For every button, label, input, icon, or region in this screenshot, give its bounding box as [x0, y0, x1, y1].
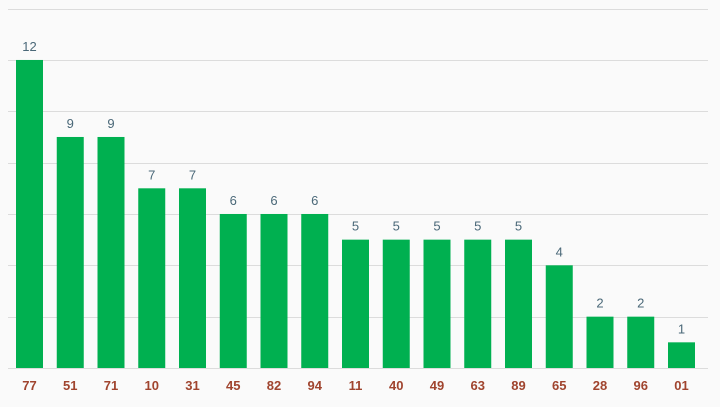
bar-65: [545, 265, 573, 368]
category-label-11: 11: [349, 378, 363, 393]
value-label-96: 2: [637, 296, 644, 311]
category-label-71: 71: [104, 378, 118, 393]
bar-01: [668, 342, 695, 368]
value-label-65: 4: [556, 244, 563, 259]
category-label-96: 96: [634, 378, 648, 393]
bar-31: [179, 188, 206, 368]
value-label-28: 2: [596, 296, 603, 311]
category-label-28: 28: [593, 378, 607, 393]
value-label-63: 5: [474, 219, 481, 234]
category-label-10: 10: [145, 378, 159, 393]
category-label-89: 89: [511, 378, 525, 393]
value-label-01: 1: [678, 321, 685, 336]
category-label-51: 51: [63, 378, 77, 393]
value-label-71: 9: [107, 116, 114, 131]
bar-10: [138, 188, 166, 368]
category-label-31: 31: [185, 378, 199, 393]
bar-49: [423, 239, 451, 368]
value-label-31: 7: [189, 167, 196, 182]
category-label-01: 01: [674, 378, 688, 393]
value-label-40: 5: [393, 219, 400, 234]
category-label-45: 45: [226, 378, 240, 393]
value-label-49: 5: [433, 219, 440, 234]
category-label-layer: 77 51 71 10 31 45 82 94 11 40 49 63 89 65 28 96 01: [22, 378, 688, 393]
value-label-11: 5: [352, 219, 359, 234]
value-label-77: 12: [22, 39, 36, 54]
bar-77: [16, 59, 43, 369]
category-label-49: 49: [430, 378, 444, 393]
value-label-10: 7: [148, 167, 155, 182]
value-label-layer: 12 9 9 7 7 6 6 6 5 5 5 5 5 4 2 2 1: [22, 39, 685, 336]
bar-28: [586, 316, 614, 368]
value-label-89: 5: [515, 219, 522, 234]
bar-71: [97, 136, 125, 368]
bar-45: [219, 213, 247, 368]
value-label-45: 6: [230, 193, 237, 208]
category-label-94: 94: [308, 378, 323, 393]
value-label-94: 6: [311, 193, 318, 208]
bar-51: [56, 136, 84, 368]
category-label-63: 63: [471, 378, 485, 393]
category-label-40: 40: [389, 378, 403, 393]
bar-96: [627, 316, 655, 368]
bar-63: [464, 239, 492, 368]
bar-89: [505, 239, 532, 368]
bar-layer: [16, 59, 695, 369]
value-label-51: 9: [67, 116, 74, 131]
value-label-82: 6: [270, 193, 277, 208]
bar-94: [301, 213, 329, 368]
category-label-77: 77: [22, 378, 36, 393]
bar-82: [260, 213, 288, 368]
category-label-65: 65: [552, 378, 566, 393]
bar-11: [342, 239, 369, 368]
category-label-82: 82: [267, 378, 281, 393]
bar-40: [382, 239, 410, 368]
